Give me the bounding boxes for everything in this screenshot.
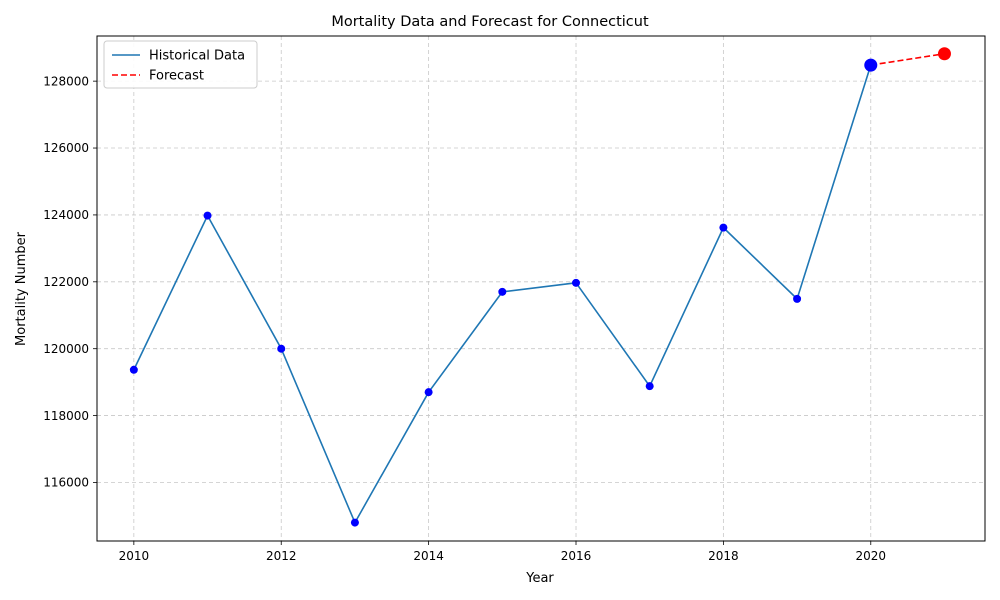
x-tick-label: 2016 <box>561 549 592 563</box>
historical-point <box>719 223 728 232</box>
forecast-point <box>937 47 951 61</box>
y-tick-label: 126000 <box>43 141 89 155</box>
x-tick-label: 2012 <box>266 549 297 563</box>
y-tick-label: 120000 <box>43 342 89 356</box>
marker-layer <box>129 47 951 527</box>
historical-point <box>203 211 212 220</box>
historical-point <box>350 518 359 527</box>
y-tick-label: 128000 <box>43 74 89 88</box>
historical-point <box>424 388 433 397</box>
historical-point <box>129 365 138 374</box>
y-tick-label: 124000 <box>43 208 89 222</box>
historical-point <box>645 382 654 391</box>
plot-frame <box>96 35 986 542</box>
y-tick-label: 116000 <box>43 476 89 490</box>
x-tick-label: 2014 <box>413 549 444 563</box>
legend-label-historical: Historical Data <box>149 49 245 64</box>
historical-point <box>572 278 581 287</box>
x-tick-label: 2010 <box>119 549 150 563</box>
x-tick-label: 2018 <box>708 549 739 563</box>
x-axis-label: Year <box>525 571 554 586</box>
historical-point <box>498 287 507 296</box>
y-tick-label: 118000 <box>43 409 89 423</box>
forecast-line <box>870 52 945 66</box>
chart-title: Mortality Data and Forecast for Connecti… <box>331 14 649 30</box>
x-tick-label: 2020 <box>856 549 887 563</box>
historical-point <box>277 344 286 353</box>
y-axis-label: Mortality Number <box>14 231 29 346</box>
historical-point <box>793 294 802 303</box>
y-tick-label: 122000 <box>43 275 89 289</box>
legend: Historical Data Forecast <box>103 40 258 89</box>
tick-layer: 2010 2012 2014 2016 2018 2020 116000 118000 1200… <box>43 74 886 563</box>
legend-label-forecast: Forecast <box>149 69 204 84</box>
historical-point-highlight <box>864 58 878 72</box>
legend-box <box>103 40 258 89</box>
